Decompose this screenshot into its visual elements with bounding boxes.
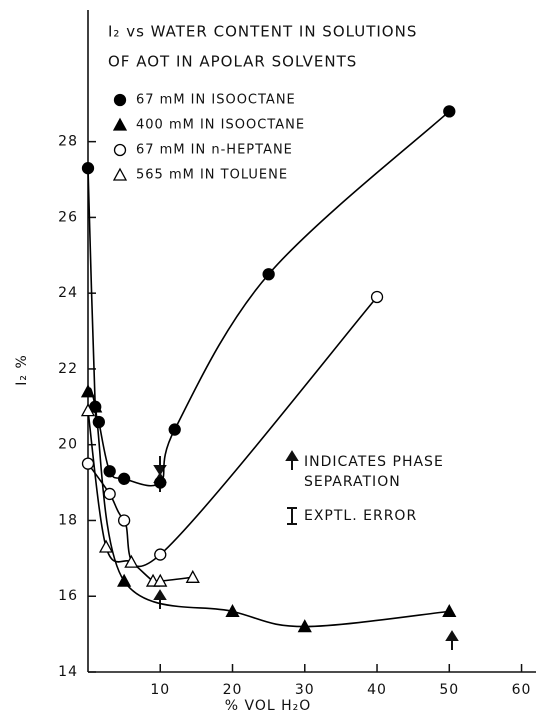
marker [153,573,168,587]
marker [117,472,131,485]
marker [81,457,95,470]
y-tick-label: 14 [58,664,78,680]
y-tick-label: 24 [58,285,78,301]
y-tick-label: 26 [58,209,78,225]
curve [87,296,378,568]
marker [154,476,167,489]
marker [117,514,131,527]
y-tick-label: 20 [58,437,78,453]
marker [80,403,96,417]
chart-title: I₂ vs WATER CONTENT IN SOLUTIONS [108,23,417,41]
y-tick-label: 16 [58,588,78,604]
legend-marker [112,117,128,131]
y-axis-label: I₂ % [14,354,30,386]
x-axis-label: % VOL H₂O [225,698,312,714]
x-tick-label: 40 [367,682,387,698]
x-tick-label: 50 [439,682,459,698]
marker [98,539,114,553]
legend-marker [113,93,127,107]
legend-label: 67 mM IN ISOOCTANE [136,93,296,108]
x-tick-label: 10 [150,682,170,698]
marker [443,105,456,118]
marker [168,423,181,436]
annotation: SEPARATION [304,474,401,490]
x-tick-label: 30 [295,682,315,698]
marker [370,290,384,304]
marker [81,162,95,175]
legend-marker [113,143,127,157]
y-tick-label: 18 [58,512,78,528]
marker [225,604,240,618]
x-tick-label: 60 [512,682,532,698]
marker [442,604,457,618]
marker [185,569,200,583]
legend-label: 67 mM IN n-HEPTANE [136,143,293,158]
x-tick-label: 20 [223,682,243,698]
marker [154,548,167,561]
marker [297,619,312,633]
annotation: EXPTL. ERROR [304,508,417,524]
annotation: INDICATES PHASE [304,454,444,470]
marker [88,399,103,413]
legend-label: 565 mM IN TOLUENE [136,168,288,183]
marker [262,268,275,281]
marker [92,415,105,429]
legend-marker [112,167,128,181]
marker [103,465,116,478]
marker [80,384,96,398]
y-tick-label: 22 [58,361,78,377]
phase-arrows [153,450,459,650]
marker [124,554,139,568]
y-tick-label: 28 [58,134,78,150]
legend-label: 400 mM IN ISOOCTANE [136,118,305,133]
chart-title: OF AOT IN APOLAR SOLVENTS [108,53,357,71]
marker [103,487,116,501]
marker [117,573,132,587]
